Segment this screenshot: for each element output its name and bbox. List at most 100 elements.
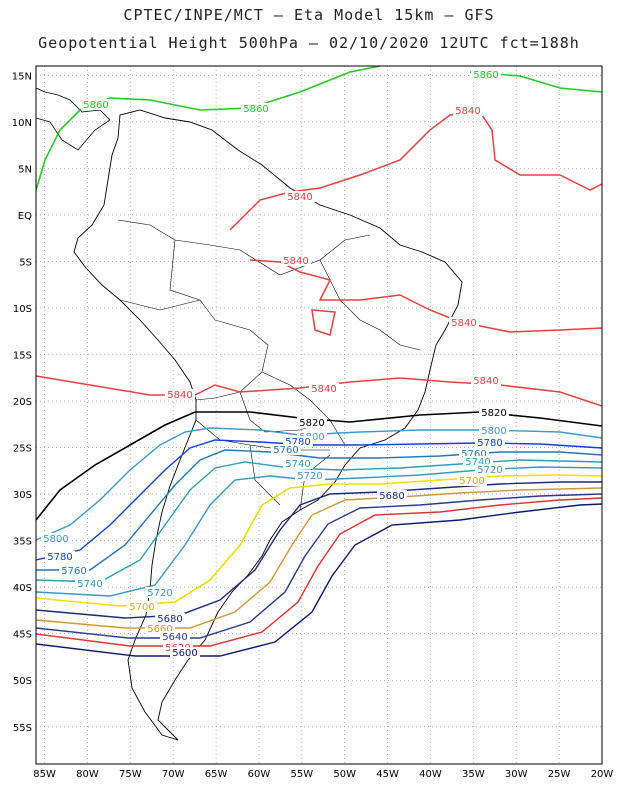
contour-label-bg <box>59 565 89 576</box>
contour-label-bg <box>45 551 75 562</box>
contour-label-bg <box>127 601 157 612</box>
lon-tick-label: 75W <box>119 769 142 780</box>
lat-tick-label: 50S <box>13 676 32 687</box>
lat-tick-label: 15S <box>13 351 32 362</box>
contour-label: 5840 <box>283 256 308 267</box>
contour-label-bg <box>479 407 509 418</box>
contour-label-bg <box>285 191 315 202</box>
contour-label-bg <box>471 69 501 80</box>
contour-label-bg <box>295 470 325 481</box>
contour-5740 <box>36 459 602 583</box>
contour-label: 5700 <box>459 476 484 487</box>
contour-5760 <box>36 449 602 571</box>
lat-tick-label: 10N <box>12 118 32 129</box>
contour-label: 5800 <box>43 534 68 545</box>
contour-label-bg <box>377 490 407 501</box>
contour-label: 5760 <box>461 449 486 460</box>
lon-tick-label: 80W <box>76 769 99 780</box>
contour-label-bg <box>475 464 505 475</box>
lat-tick-label: 30S <box>13 490 32 501</box>
contour-label: 5780 <box>47 552 72 563</box>
lat-tick-label: 45S <box>13 630 32 641</box>
contour-label-bg <box>283 436 313 447</box>
chart-title: CPTEC/INPE/MCT – Eta Model 15km – GFS <box>123 6 495 24</box>
lon-tick-label: 20W <box>591 769 614 780</box>
contour-label-bg <box>271 444 301 455</box>
contour-label: 5840 <box>287 192 312 203</box>
contour-label: 5820 <box>299 418 324 429</box>
contour-5620 <box>36 497 602 647</box>
contour-label-bg <box>155 613 185 624</box>
contour-label: 5860 <box>83 100 108 111</box>
lat-tick-label: 15N <box>12 71 32 82</box>
contour-label: 5840 <box>167 390 192 401</box>
lon-tick-label: 65W <box>205 769 228 780</box>
contour-label: 5740 <box>465 457 490 468</box>
lon-tick-label: 50W <box>333 769 356 780</box>
contour-label-bg <box>459 448 489 459</box>
contour-label: 5840 <box>473 376 498 387</box>
lat-tick-label: 40S <box>13 583 32 594</box>
contour-label: 5600 <box>172 648 197 659</box>
contour-label-bg <box>463 456 493 467</box>
contour-5600 <box>36 503 602 657</box>
contour-label: 5760 <box>61 566 86 577</box>
contour-label-bg <box>479 425 509 436</box>
lat-tick-label: EQ <box>18 211 32 222</box>
lon-tick-label: 30W <box>505 769 528 780</box>
lon-tick-label: 35W <box>462 769 485 780</box>
contour-label: 5680 <box>157 614 182 625</box>
lat-tick-label: 55S <box>13 723 32 734</box>
central-america-coastline <box>36 87 111 151</box>
contour-label-bg <box>81 99 111 110</box>
contour-label-bg <box>145 587 175 598</box>
contour-5780 <box>36 439 602 561</box>
contour-label-bg <box>457 475 487 486</box>
lon-tick-label: 60W <box>248 769 271 780</box>
lat-tick-label: 25S <box>13 444 32 455</box>
contour-label: 5800 <box>481 426 506 437</box>
contour-label-bg <box>41 533 71 544</box>
contour-5800 <box>36 427 602 541</box>
contour-5840-central <box>249 259 602 336</box>
lon-tick-label: 70W <box>162 769 185 780</box>
contour-label: 5760 <box>273 445 298 456</box>
contour-label-bg <box>471 375 501 386</box>
contour-label: 5720 <box>147 588 172 599</box>
lon-tick-label: 45W <box>376 769 399 780</box>
contour-label: 5720 <box>297 471 322 482</box>
contour-label: 5740 <box>77 579 102 590</box>
lat-tick-label: 35S <box>13 537 32 548</box>
contour-label-bg <box>165 389 195 400</box>
contour-label: 5680 <box>379 491 404 502</box>
lon-tick-label: 25W <box>548 769 571 780</box>
contour-label: 5740 <box>285 459 310 470</box>
lat-tick-label: 10S <box>13 304 32 315</box>
contour-label: 5860 <box>473 70 498 81</box>
contour-label-bg <box>453 105 483 116</box>
contour-label: 5840 <box>455 106 480 117</box>
contour-label: 5660 <box>147 624 172 635</box>
contour-label-bg <box>309 383 339 394</box>
contour-label-bg <box>281 255 311 266</box>
chart-subtitle: Geopotential Height 500hPa – 02/10/2020 … <box>38 34 580 52</box>
lat-tick-label: 20S <box>13 397 32 408</box>
contour-label: 5720 <box>477 465 502 476</box>
axis-labels: 85W 80W 75W 70W 65W 60W 55W 50W 45W 40W 35W 30W 25W 2… <box>12 71 614 780</box>
contour-label-bg <box>297 417 327 428</box>
contour-label-bg <box>475 437 505 448</box>
map-frame <box>35 65 603 765</box>
contour-label-bg <box>241 103 271 114</box>
lon-tick-label: 40W <box>419 769 442 780</box>
contour-label: 5840 <box>311 384 336 395</box>
contour-label: 5700 <box>129 602 154 613</box>
contour-label-bg <box>160 631 190 642</box>
contour-label-bg <box>170 647 200 658</box>
contour-label-bg <box>283 458 313 469</box>
contour-label: 5860 <box>243 104 268 115</box>
lat-tick-label: 5S <box>19 257 32 268</box>
contour-label: 5780 <box>285 437 310 448</box>
contour-5660 <box>36 487 602 629</box>
contour-label: 5640 <box>162 632 187 643</box>
